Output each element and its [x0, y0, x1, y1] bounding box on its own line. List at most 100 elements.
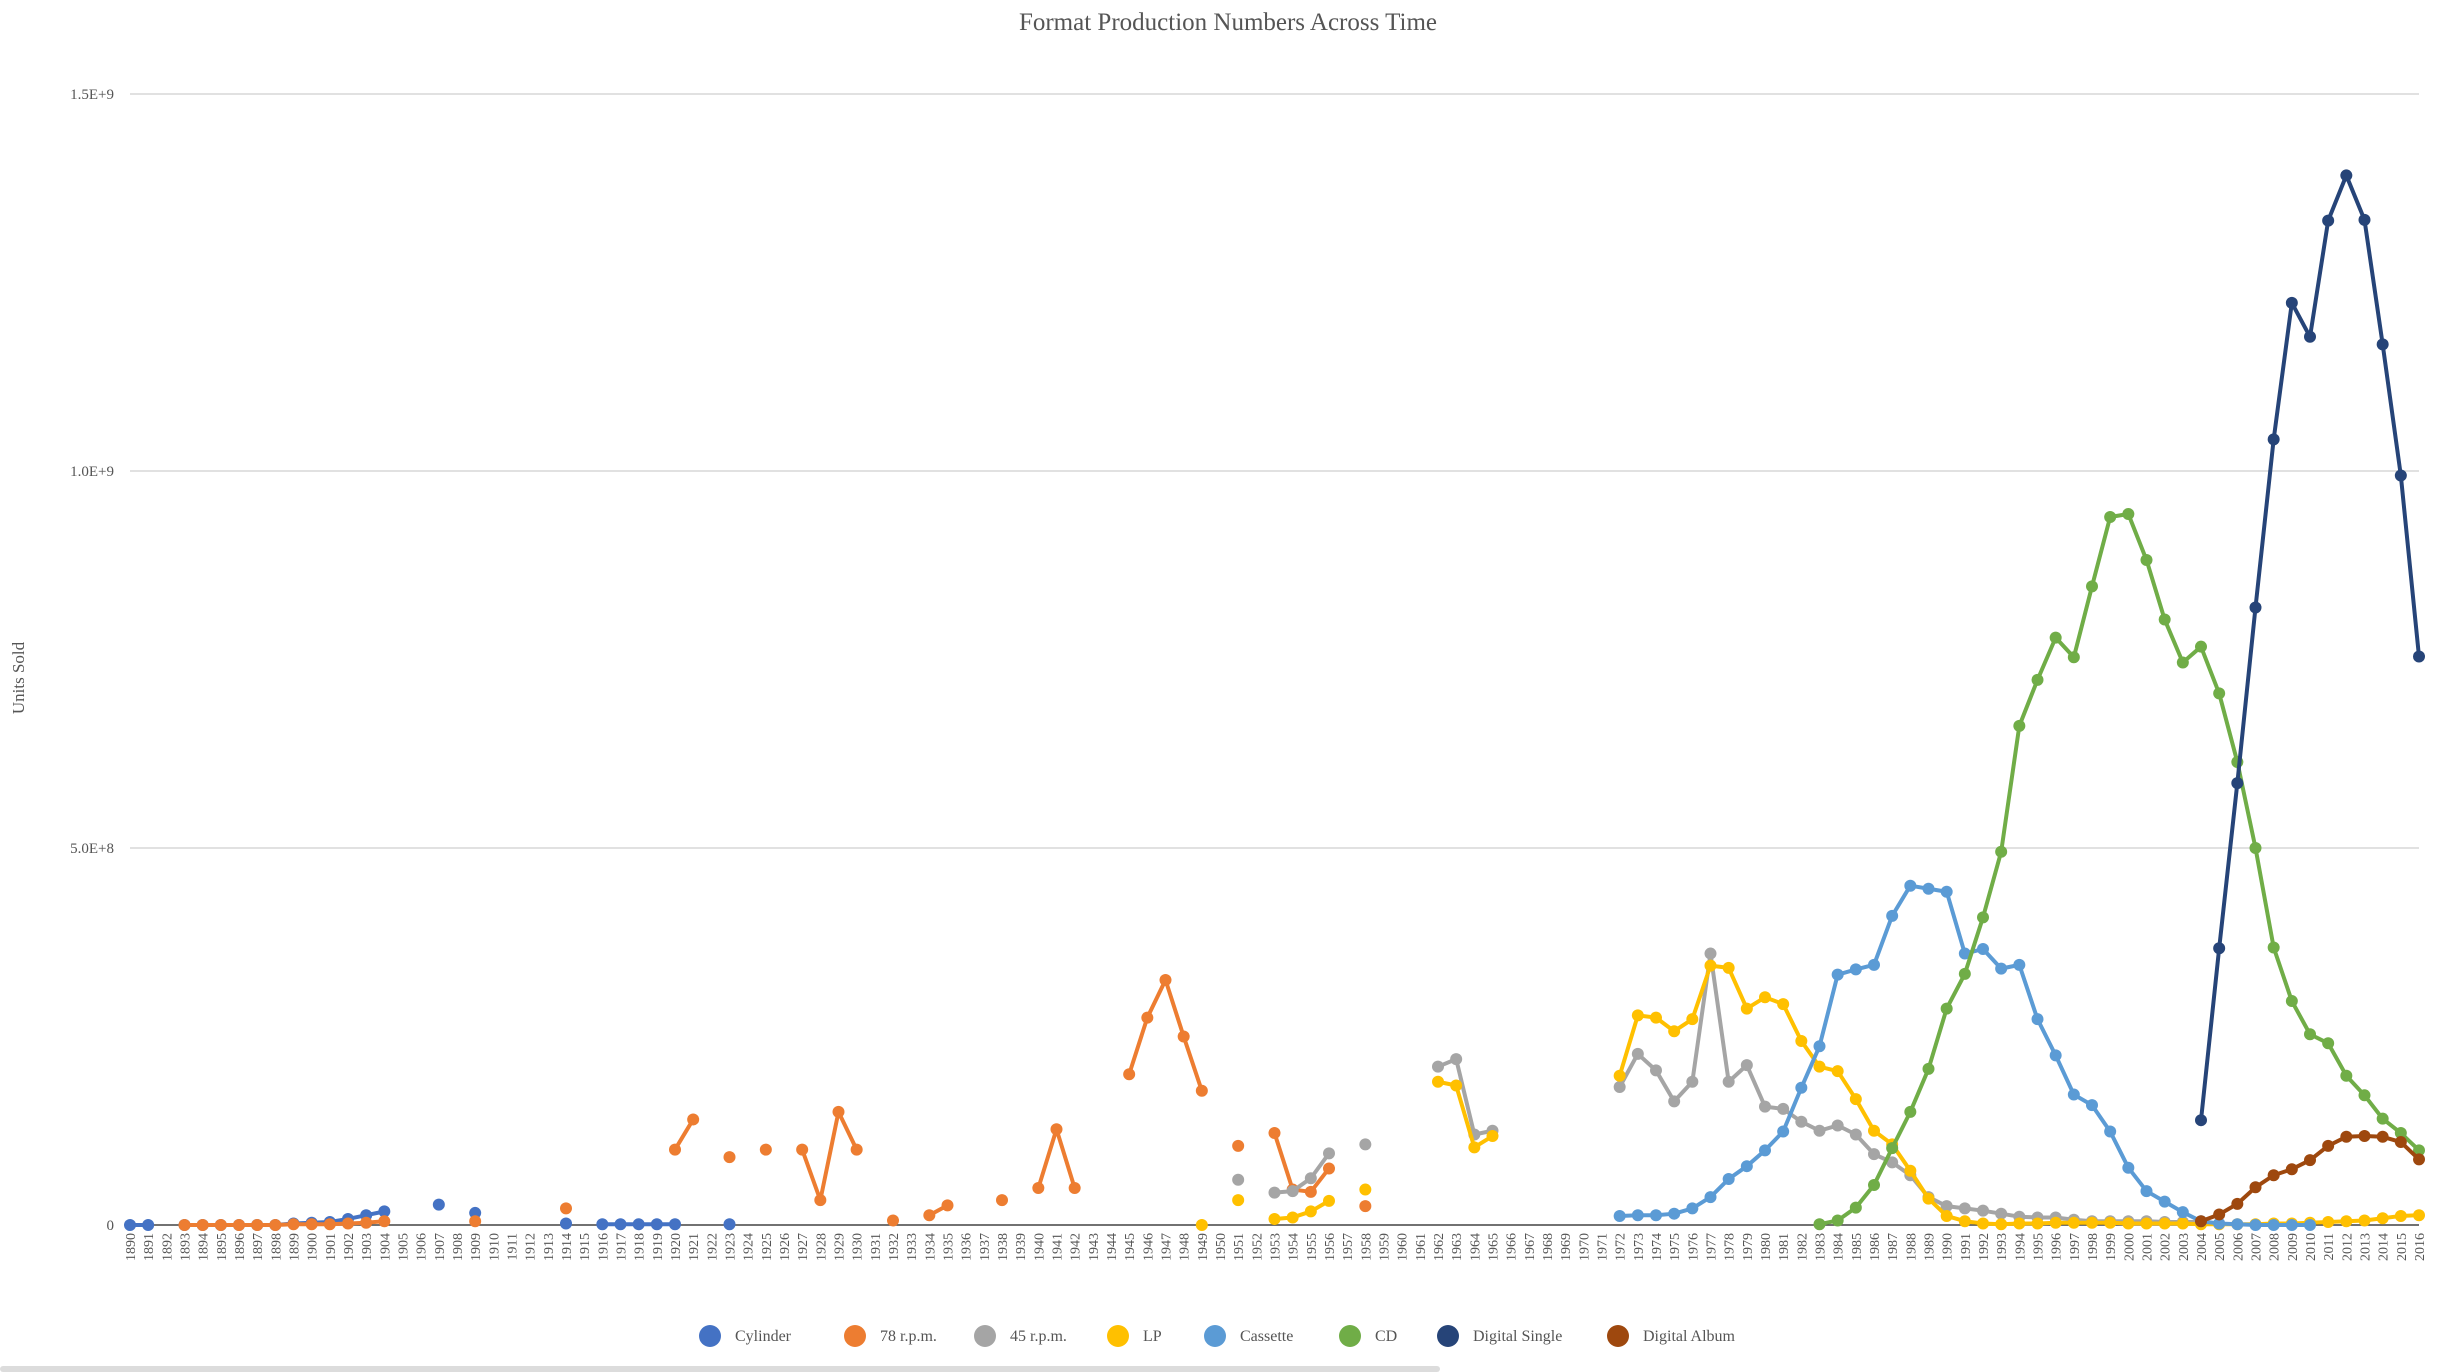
x-tick-label: 1973: [1632, 1233, 1647, 1261]
data-point: [923, 1209, 936, 1222]
data-point: [178, 1219, 191, 1231]
x-tick-label: 1946: [1141, 1233, 1156, 1261]
x-tick-label: 1904: [378, 1233, 393, 1261]
data-point: [2267, 433, 2280, 446]
data-point: [2013, 719, 2026, 732]
legend-label: CD: [1375, 1328, 1397, 1345]
legend-marker: [1107, 1325, 1129, 1347]
data-point: [1232, 1194, 1245, 1207]
x-tick-label: 1930: [851, 1233, 866, 1261]
legend-item-cd: CD: [1339, 1325, 1397, 1347]
data-point: [2067, 1088, 2080, 1101]
x-tick-label: 2006: [2231, 1233, 2246, 1261]
data-point: [2322, 1215, 2335, 1228]
data-point: [269, 1219, 282, 1231]
data-point: [560, 1202, 572, 1215]
data-point: [1704, 947, 1717, 960]
x-tick-label: 2013: [2359, 1233, 2374, 1261]
data-point: [1686, 1202, 1699, 1215]
x-tick-label: 1919: [651, 1233, 666, 1261]
data-point: [2195, 1114, 2207, 1127]
legend-marker: [974, 1325, 996, 1347]
data-point: [1304, 1205, 1317, 1218]
series-line: [1272, 1132, 1331, 1194]
x-tick-label: 1923: [724, 1233, 739, 1261]
x-tick-label: 1964: [1468, 1233, 1483, 1261]
data-point: [1795, 1081, 1808, 1094]
x-tick-label: 1902: [342, 1233, 357, 1261]
data-point: [1831, 1119, 1844, 1132]
x-tick-label: 1940: [1032, 1233, 1047, 1261]
data-point: [1631, 1009, 1644, 1022]
x-tick-label: 2009: [2286, 1233, 2301, 1261]
x-tick-label: 1979: [1741, 1233, 1756, 1261]
data-point: [1195, 1219, 1208, 1231]
legend-label: Cassette: [1240, 1328, 1293, 1345]
x-tick-label: 1900: [306, 1233, 321, 1261]
data-point: [1631, 1209, 1644, 1222]
data-point: [1650, 1011, 1662, 1024]
data-point: [2049, 1049, 2062, 1062]
data-point: [378, 1215, 391, 1228]
data-point: [1813, 1218, 1826, 1231]
data-point: [1922, 1192, 1935, 1205]
legend-item-cassette: Cassette: [1204, 1325, 1293, 1347]
chart-title: Format Production Numbers Across Time: [1019, 9, 1437, 36]
data-point: [1468, 1141, 1481, 1154]
legend-label: Digital Album: [1643, 1328, 1736, 1345]
data-point: [2249, 601, 2262, 614]
data-point: [2031, 1217, 2044, 1230]
data-point: [432, 1198, 445, 1211]
x-tick-label: 1925: [760, 1233, 775, 1261]
data-point: [2285, 1219, 2298, 1231]
x-tick-label: 1933: [905, 1233, 920, 1261]
data-point: [124, 1219, 136, 1231]
legend-item-45-r-p-m: 45 r.p.m.: [974, 1325, 1067, 1347]
data-point: [1650, 1064, 1662, 1077]
x-tick-label: 2007: [2250, 1233, 2265, 1261]
x-tick-label: 1927: [796, 1233, 811, 1261]
data-point: [1777, 1125, 1790, 1138]
data-point: [2340, 1069, 2353, 1082]
series-cd: [1813, 507, 2425, 1231]
x-tick-label: 1996: [2050, 1233, 2065, 1261]
data-point: [1704, 1191, 1717, 1204]
data-point: [2394, 1209, 2407, 1222]
data-point: [1813, 1124, 1826, 1137]
data-point: [2322, 1037, 2335, 1050]
x-tick-label: 1910: [487, 1233, 502, 1261]
x-tick-label: 1891: [142, 1233, 157, 1261]
data-point: [1958, 1215, 1971, 1228]
x-tick-label: 1974: [1650, 1233, 1665, 1261]
data-point: [1886, 1156, 1899, 1169]
legend-label: Cylinder: [735, 1328, 792, 1345]
data-point: [1323, 1162, 1335, 1175]
x-tick-label: 1895: [215, 1233, 230, 1261]
legend-label: Digital Single: [1473, 1328, 1562, 1345]
x-tick-label: 1913: [542, 1233, 557, 1261]
x-tick-label: 1897: [251, 1233, 266, 1261]
data-point: [1922, 882, 1935, 895]
x-tick-label: 1911: [506, 1233, 521, 1260]
data-point: [1831, 968, 1844, 981]
legend-label: 78 r.p.m.: [880, 1328, 937, 1345]
data-point: [814, 1194, 827, 1207]
data-point: [669, 1143, 681, 1156]
x-tick-label: 2004: [2195, 1233, 2210, 1261]
x-tick-label: 1993: [1995, 1233, 2010, 1261]
data-point: [2031, 1013, 2044, 1026]
data-point: [1650, 1209, 1662, 1222]
x-tick-label: 2012: [2340, 1233, 2355, 1261]
data-point: [1958, 1202, 1971, 1215]
data-point: [2322, 1139, 2335, 1152]
horizontal-scrollbar[interactable]: [0, 1366, 1440, 1372]
x-tick-label: 1936: [960, 1233, 975, 1261]
data-point: [2195, 640, 2207, 653]
data-point: [2213, 942, 2226, 955]
x-tick-label: 1892: [160, 1233, 175, 1261]
data-point: [759, 1143, 772, 1156]
data-point: [1686, 1075, 1699, 1088]
data-point: [1868, 1148, 1880, 1161]
data-point: [251, 1219, 264, 1231]
data-point: [1686, 1013, 1699, 1026]
